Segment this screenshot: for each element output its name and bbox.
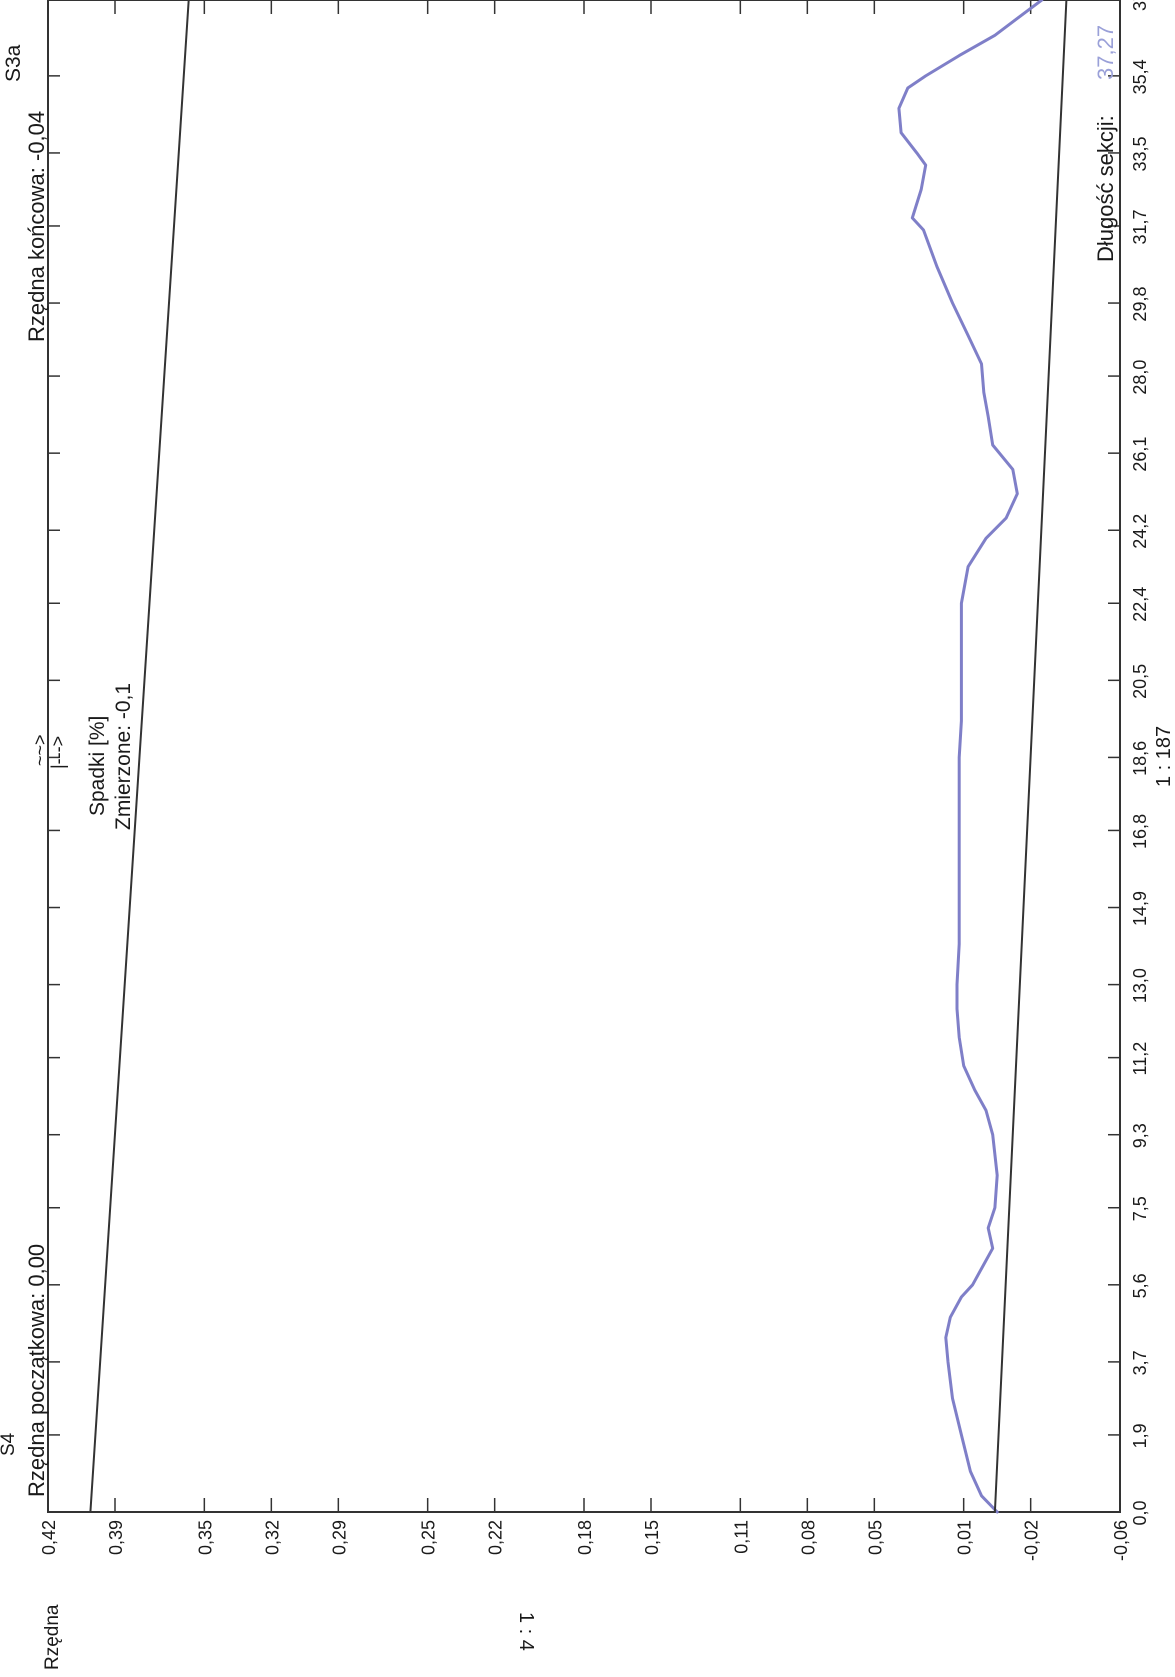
y-tick-label: 0,39 xyxy=(106,1520,126,1555)
y-tick-label: 0,22 xyxy=(486,1520,506,1555)
x-tick-label: 31,7 xyxy=(1130,209,1150,244)
series-line-measured-profile xyxy=(897,0,1044,1514)
y-tick-label: 0,29 xyxy=(329,1520,349,1555)
y-tick-label: 0,05 xyxy=(865,1520,885,1555)
x-tick-label: 3,7 xyxy=(1130,1350,1150,1375)
y-tick-label: 0,08 xyxy=(798,1520,818,1555)
y-tick-label: -0,06 xyxy=(1111,1520,1131,1561)
series-line-2 xyxy=(89,0,190,1513)
x-tick-label: 26,1 xyxy=(1130,437,1150,472)
y-tick-label: -0,02 xyxy=(1022,1520,1042,1561)
end-label: Rzędna końcowa: -0,04 xyxy=(24,111,49,342)
start-label: Rzędna początkowa: 0,00 xyxy=(24,1244,49,1497)
y-tick-label: 0,42 xyxy=(39,1520,59,1555)
slope-measured: Zmierzone: -0,1 xyxy=(112,683,135,830)
y-tick-label: 0,18 xyxy=(575,1520,595,1555)
x-tick-label: 16,8 xyxy=(1130,814,1150,849)
slope-arrow-2: |---> xyxy=(48,736,68,769)
y-tick-label: 0,35 xyxy=(195,1520,215,1555)
slope-arrow-1: ~~> xyxy=(30,734,50,766)
left-ticks xyxy=(48,0,60,1513)
y-tick-label: 0,32 xyxy=(262,1520,282,1555)
y-scale: 1 : 4 xyxy=(515,1612,537,1651)
right-ticks xyxy=(1108,0,1120,1513)
y-tick-label: 0,15 xyxy=(642,1520,662,1555)
bottom-ticks xyxy=(47,1498,1121,1512)
x-tick-label: 29,8 xyxy=(1130,287,1150,322)
y-tick-labels: 0,42 0,39 0,35 0,32 0,29 0,25 0,22 0,18 0,15 0,11… xyxy=(39,1520,1131,1561)
section-length-value: 37,27 xyxy=(1093,25,1118,80)
y-tick-label: 0,25 xyxy=(419,1520,439,1555)
x-scale: 1 : 187 xyxy=(1153,726,1175,787)
y-tick-label: 0,01 xyxy=(955,1520,975,1555)
x-tick-label: 18,6 xyxy=(1130,741,1150,776)
header-left: S4 xyxy=(0,1432,19,1456)
top-ticks xyxy=(47,0,1121,14)
x-tick-label: 33,5 xyxy=(1130,136,1150,171)
x-tick-label: 11,2 xyxy=(1130,1042,1150,1076)
header-right: S3a xyxy=(2,44,25,82)
x-tick-label: 14,9 xyxy=(1130,891,1150,926)
x-tick-label: 20,5 xyxy=(1130,664,1150,699)
x-tick-label: 0,0 xyxy=(1130,1500,1150,1525)
x-tick-label: 1,9 xyxy=(1130,1423,1150,1448)
y-axis-title: Rzędna xyxy=(42,1604,63,1670)
x-tick-label: 35,4 xyxy=(1130,59,1150,94)
y-tick-label: 0,11 xyxy=(731,1520,751,1554)
series-line-1 xyxy=(993,0,1068,1513)
x-tick-label: 28,0 xyxy=(1130,360,1150,395)
x-tick-labels: 0,0 1,9 3,7 5,6 7,5 9,3 11,2 13,0 14,9 16,8 18,6 20… xyxy=(1130,0,1150,1526)
series-layer xyxy=(89,0,1068,1514)
x-tick-label: 24,2 xyxy=(1130,514,1150,549)
x-tick-label: 5,6 xyxy=(1130,1273,1150,1298)
x-tick-label: 22,4 xyxy=(1130,587,1150,622)
section-length-label: Długość sekcji: xyxy=(1093,115,1118,262)
x-tick-label: 7,5 xyxy=(1130,1196,1150,1221)
x-tick-label: 9,3 xyxy=(1130,1123,1150,1148)
x-tick-label: 37 xyxy=(1130,0,1150,11)
x-tick-label: 13,0 xyxy=(1130,968,1150,1003)
slope-title: Spadki [%] xyxy=(86,716,109,816)
